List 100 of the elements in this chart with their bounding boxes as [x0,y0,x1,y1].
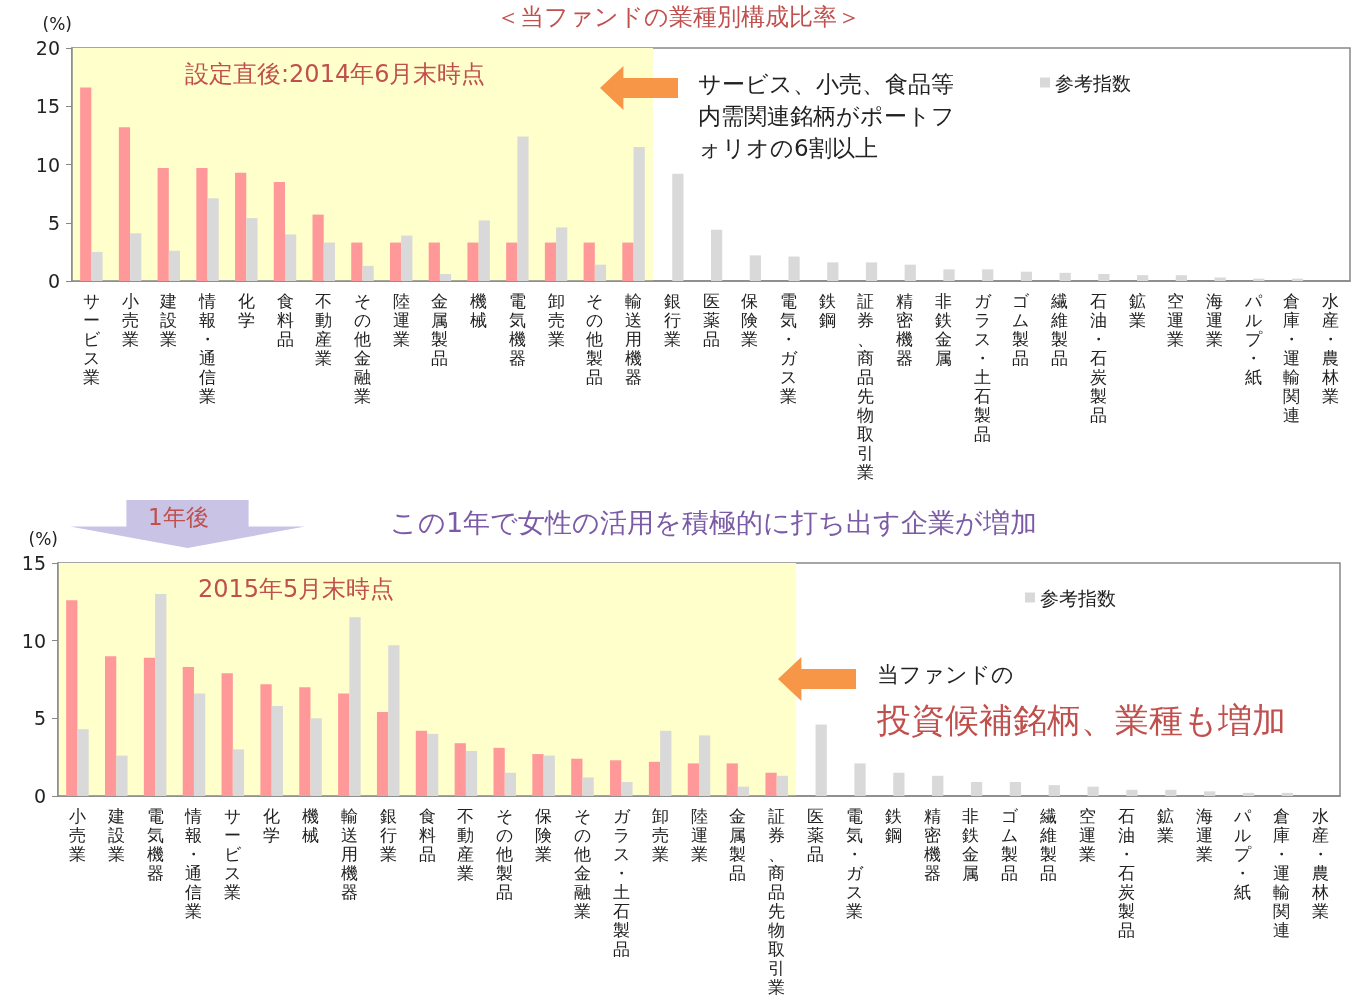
x-tick-label: 金属製品 [729,805,747,883]
bar [1165,789,1177,796]
x-tick-label: 不動産業 [457,805,475,883]
bar [312,214,324,281]
x-tick-label: 輸送用機器 [625,290,643,387]
x-tick-label: 海運業 [1205,290,1223,349]
bar [338,693,350,796]
bar [737,786,750,796]
bar [273,181,285,281]
bar [80,87,92,281]
category-label: 証券、商品先物取引業 [857,290,875,482]
bar [582,777,594,796]
bar [622,242,634,281]
x-tick-label: 金属製品 [431,290,449,368]
bar [427,733,439,796]
bar [1098,274,1110,281]
bar [155,594,167,796]
bar [105,656,117,796]
bar [543,755,555,796]
bar [376,712,389,796]
bar [699,735,711,796]
bar [583,242,595,281]
bar [493,747,505,796]
x-tick-label: 水産・農林業 [1321,290,1340,406]
x-tick-label: 繊維製品 [1039,805,1058,883]
bar [633,147,645,281]
annotation: サービス、小売、食品等内需関連銘柄がポートフォリオの6割以上 [698,70,956,163]
bar [388,645,400,796]
bar [118,127,131,281]
bar [1087,786,1099,796]
bar [1214,277,1226,281]
x-tick-label: 情報・通信業 [184,805,203,921]
x-tick-label: 水産・農林業 [1311,805,1330,921]
bar [91,251,103,281]
bar [1204,791,1216,796]
x-tick-label: 電気機器 [508,290,526,368]
x-tick-label: 卸売業 [651,805,669,864]
x-tick-label: サービス業 [82,290,101,387]
x-tick-label: 医薬品 [807,805,825,864]
bar [246,218,258,281]
x-tick-label: ゴム製品 [1001,805,1020,883]
bar [672,173,684,281]
bar [235,172,247,281]
y-tick-label: 0 [47,270,60,292]
x-tick-label: 化学 [237,290,255,330]
x-tick-label: 化学 [263,805,281,845]
bar [621,782,633,796]
bar [749,255,761,281]
x-tick-label: 保険業 [535,805,553,864]
bar [776,775,788,796]
x-tick-label: 鉱業 [1128,290,1146,330]
y-tick-label: 10 [21,629,46,652]
bar [439,274,452,281]
bar [168,250,181,281]
x-tick-label: 銀行業 [379,805,397,864]
bar [271,705,283,796]
bar [571,758,583,796]
bar [610,760,622,796]
bar [1175,275,1187,281]
bar [130,233,142,281]
x-tick-label: 石油・石炭製品 [1117,805,1135,940]
y-tick-label: 15 [35,95,60,118]
y-tick-label: 5 [47,211,60,234]
x-tick-label: 非鉄金属 [962,805,980,883]
x-tick-label: 銀行業 [663,290,681,349]
x-tick-label: パルプ・紙 [1233,805,1253,902]
bar [77,729,89,796]
bar [157,168,169,281]
x-tick-label: その他製品 [496,805,514,902]
bar [66,600,78,796]
bar [648,761,661,796]
bar [415,730,428,796]
annotation: 投資候補銘柄、業種も増加 [877,699,1286,742]
x-tick-label: その他金融業 [353,290,371,406]
bar [143,657,156,796]
chart-title: ＜当ファンドの業種別構成比率＞ [495,3,861,31]
legend-label: 参考指数 [1055,71,1131,94]
x-tick-label: 卸売業 [547,290,565,349]
bar [1020,271,1033,281]
bar [1242,792,1255,796]
bar [1009,782,1022,796]
x-tick-label: 非鉄金属 [934,290,952,368]
bar [815,724,827,796]
text: 1年後 [148,503,209,532]
band-label: 設定直後:2014年6月末時点 [185,60,486,88]
x-tick-label: その他製品 [586,290,604,387]
x-tick-label: 鉄鋼 [884,805,902,845]
x-tick-label: 陸運業 [392,290,410,349]
bar [351,242,363,281]
x-tick-label: 機械 [470,290,488,330]
bar [478,220,490,281]
y-axis-title: (%) [42,13,72,34]
y-tick-label: 0 [33,785,46,807]
y-tick-label: 10 [35,153,60,176]
annotation: 当ファンドの [877,661,1014,689]
bar [943,269,955,281]
bar [428,242,440,281]
bar [1126,789,1138,796]
bar [970,782,983,796]
bar [765,772,777,796]
